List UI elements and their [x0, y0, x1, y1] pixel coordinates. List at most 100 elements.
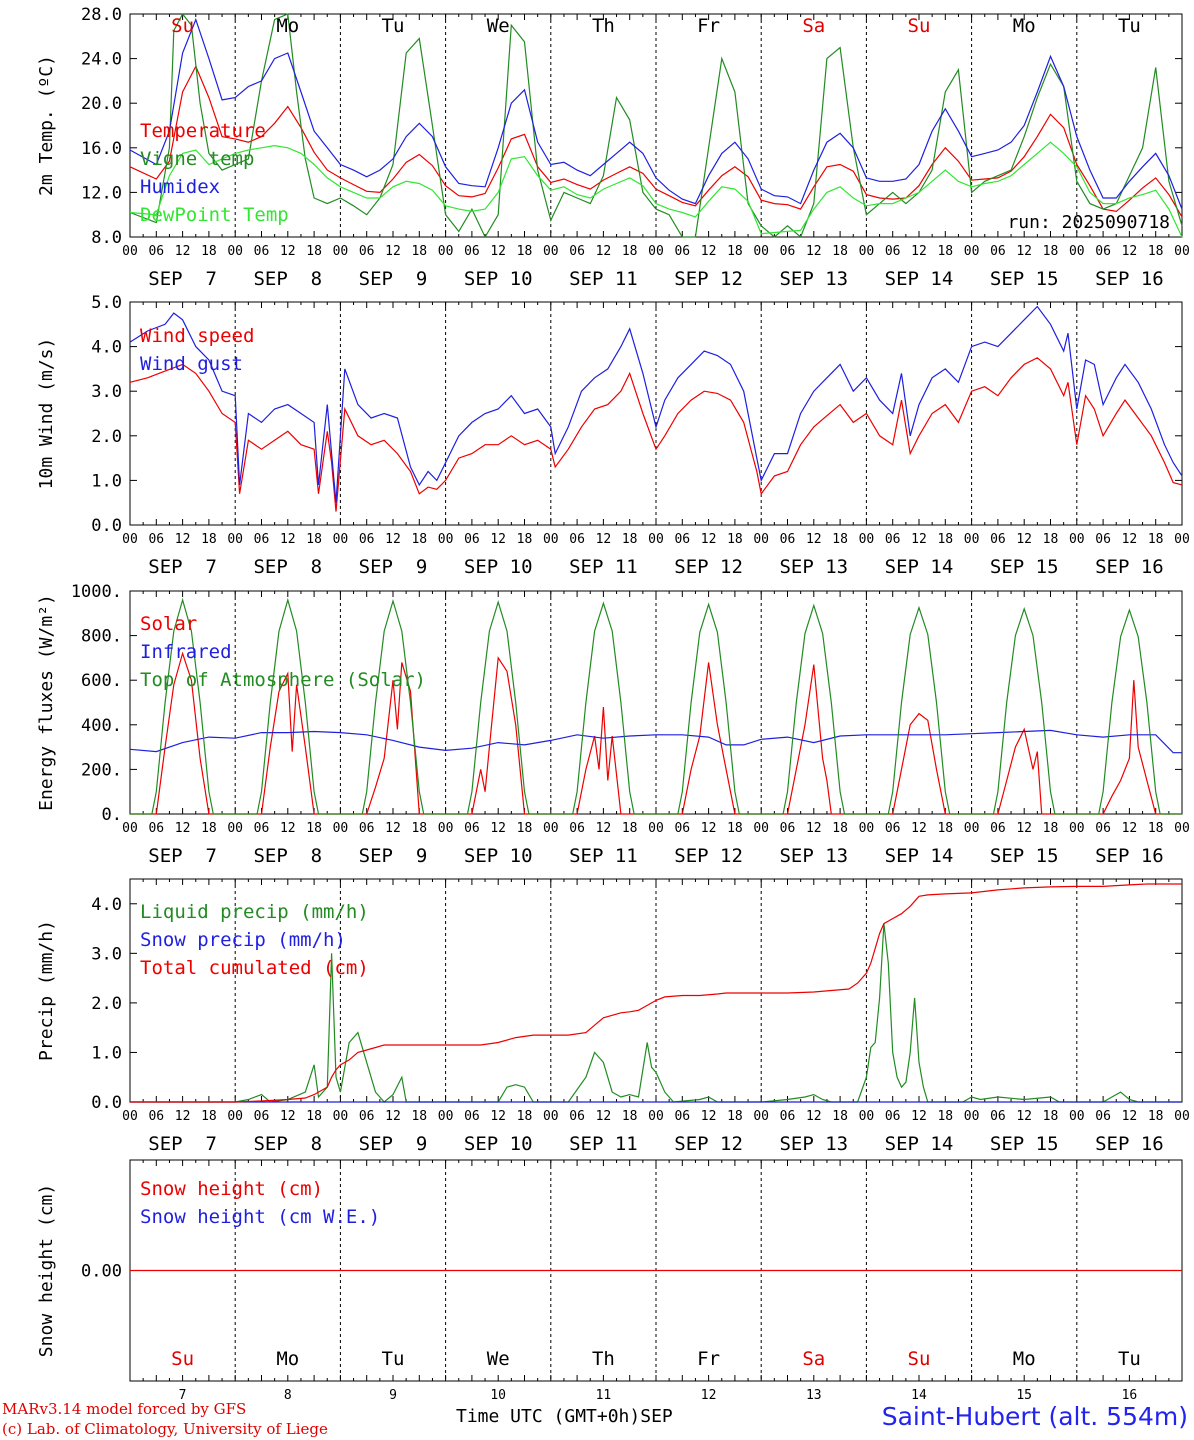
day-label: SEP 14	[885, 1133, 954, 1155]
panel-wind: 0.0 1.0 2.0 3.0 4.0 5.0 10m Wind (m/s) Wind spe…	[36, 293, 1190, 578]
hour-tick-label: 06	[569, 821, 585, 836]
hour-tick-label: 00	[753, 1109, 769, 1124]
hour-tick-label: 12	[385, 821, 401, 836]
hour-tick-label: 18	[201, 821, 217, 836]
y-tick-label: 28.0	[81, 5, 122, 25]
hour-tick-label: 00	[753, 244, 769, 259]
hour-tick-label: 06	[359, 821, 375, 836]
hour-tick-label: 00	[859, 532, 875, 547]
day-number-label: 9	[389, 1388, 397, 1403]
y-tick-label: 0.0	[91, 1093, 122, 1113]
hour-tick-label: 06	[674, 532, 690, 547]
hour-tick-label: 06	[674, 244, 690, 259]
hour-tick-label: 00	[333, 244, 349, 259]
hour-tick-label: 00	[859, 244, 875, 259]
hour-tick-label: 18	[1148, 1109, 1164, 1124]
hour-tick-label: 12	[1122, 244, 1138, 259]
hour-tick-label: 06	[1095, 821, 1111, 836]
hour-tick-label: 18	[832, 244, 848, 259]
hour-tick-label: 18	[306, 1109, 322, 1124]
weekday-label: Tu	[382, 1348, 405, 1370]
hour-tick-label: 06	[990, 244, 1006, 259]
day-label: SEP 15	[990, 1133, 1059, 1155]
hour-tick-label: 18	[1043, 821, 1059, 836]
hour-tick-label: 12	[490, 244, 506, 259]
hour-tick-label: 12	[596, 532, 612, 547]
day-label: SEP 13	[779, 1133, 848, 1155]
y-tick-label: 0.00	[81, 1262, 122, 1282]
hour-tick-label: 00	[964, 1109, 980, 1124]
hour-tick-label: 12	[1122, 532, 1138, 547]
hour-tick-label: 18	[937, 1109, 953, 1124]
hour-tick-label: 18	[727, 244, 743, 259]
hour-tick-label: 18	[517, 244, 533, 259]
legend-entry: Wind speed	[140, 325, 254, 347]
y-tick-label: 600.	[81, 671, 122, 691]
panel-frame	[129, 301, 1183, 526]
hour-tick-label: 12	[806, 532, 822, 547]
y-tick-label: 1.0	[91, 1043, 122, 1063]
hour-tick-label: 12	[490, 821, 506, 836]
hour-tick-label: 06	[674, 1109, 690, 1124]
hour-tick-label: 18	[1043, 244, 1059, 259]
hour-tick-label: 00	[438, 1109, 454, 1124]
panel-energy: 0. 200. 400. 600. 800. 1000. Energy fluxes (W/…	[36, 582, 1190, 867]
hour-tick-label: 00	[1069, 244, 1085, 259]
hour-tick-label: 12	[701, 1109, 717, 1124]
day-label: SEP 16	[1095, 845, 1164, 867]
hour-tick-label: 06	[1095, 244, 1111, 259]
hour-tick-label: 00	[964, 821, 980, 836]
hour-tick-label: 12	[701, 821, 717, 836]
hour-tick-label: 06	[148, 244, 164, 259]
weekday-label: Mo	[276, 15, 299, 37]
hour-tick-label: 12	[806, 1109, 822, 1124]
hour-tick-label: 06	[569, 244, 585, 259]
hour-tick-label: 18	[832, 532, 848, 547]
series-line-humidex	[129, 17, 1183, 210]
hour-tick-label: 00	[122, 532, 138, 547]
day-number-label: 10	[490, 1388, 506, 1403]
hour-tick-label: 12	[911, 1109, 927, 1124]
y-tick-label: 8.0	[91, 228, 122, 248]
panel-snow: 0.00 Snow height (cm) Snow height (cm) Snow…	[36, 1159, 1183, 1403]
hour-tick-label: 00	[543, 244, 559, 259]
weekday-label: Mo	[1013, 15, 1036, 37]
hour-tick-label: 06	[359, 532, 375, 547]
hour-tick-label: 06	[885, 821, 901, 836]
day-label: SEP 10	[464, 556, 533, 578]
hour-tick-label: 12	[385, 532, 401, 547]
hour-tick-label: 00	[648, 244, 664, 259]
hour-tick-label: 06	[464, 821, 480, 836]
hour-tick-label: 06	[464, 532, 480, 547]
day-label: SEP 11	[569, 268, 638, 290]
y-tick-label: 1000.	[71, 582, 122, 602]
hour-tick-label: 18	[937, 821, 953, 836]
hour-tick-label: 18	[411, 244, 427, 259]
hour-tick-label: 06	[254, 821, 270, 836]
legend-entry: Snow height (cm W.E.)	[140, 1206, 380, 1228]
day-number-label: 12	[701, 1388, 717, 1403]
day-label: SEP 8	[253, 1133, 322, 1155]
weekday-label: Su	[908, 1348, 931, 1370]
day-label: SEP 9	[359, 268, 428, 290]
hour-tick-label: 00	[122, 821, 138, 836]
hour-tick-label: 00	[543, 1109, 559, 1124]
series-line-total-cumulated-cm-	[130, 883, 1182, 1103]
series-line-wind-speed	[129, 357, 1183, 512]
day-label: SEP 15	[990, 845, 1059, 867]
day-label: SEP 10	[464, 268, 533, 290]
weekday-label: Sa	[802, 1348, 825, 1370]
hour-tick-label: 00	[227, 821, 243, 836]
day-number-label: 8	[284, 1388, 292, 1403]
hour-tick-label: 00	[859, 821, 875, 836]
hour-tick-label: 12	[175, 1109, 191, 1124]
hour-tick-label: 06	[254, 532, 270, 547]
day-number-label: 13	[806, 1388, 822, 1403]
day-label: SEP 13	[779, 556, 848, 578]
series-line-temperature	[129, 64, 1183, 218]
day-number-label: 7	[179, 1388, 187, 1403]
hour-tick-label: 12	[385, 1109, 401, 1124]
hour-tick-label: 06	[464, 244, 480, 259]
hour-tick-label: 06	[1095, 532, 1111, 547]
